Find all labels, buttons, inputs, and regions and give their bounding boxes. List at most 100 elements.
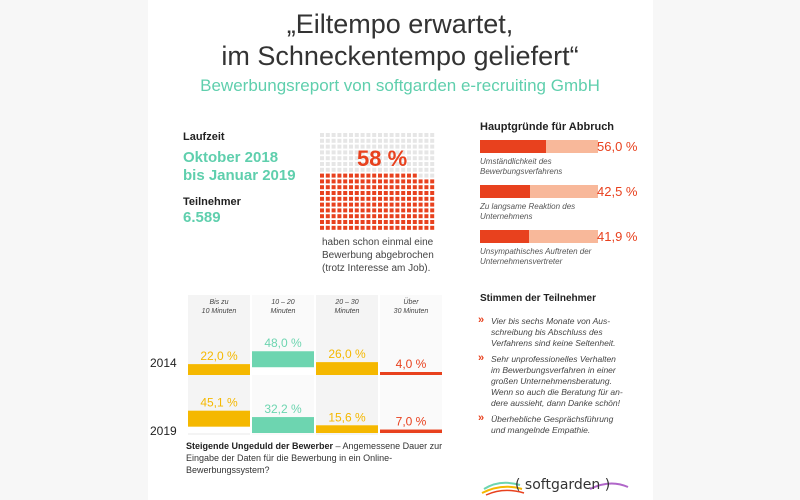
waffle-dot-abgebrochen bbox=[337, 225, 342, 230]
waffle-dot-abgebrochen bbox=[383, 196, 388, 201]
waffle-dot bbox=[349, 133, 353, 137]
waffle-dot-abgebrochen bbox=[401, 196, 406, 201]
waffle-dot bbox=[372, 162, 377, 166]
waffle-dot bbox=[343, 156, 348, 161]
duration-category-label: Über bbox=[403, 298, 419, 306]
waffle-dot-abgebrochen bbox=[372, 208, 377, 213]
softgarden-logo-text: ( softgarden ) bbox=[515, 477, 611, 493]
waffle-dot bbox=[401, 156, 406, 161]
waffle-dot-abgebrochen bbox=[430, 185, 435, 190]
quote-1-line: schreibung bis Abschluss des bbox=[491, 327, 603, 337]
waffle-dot bbox=[331, 167, 336, 172]
waffle-dot bbox=[320, 167, 324, 172]
duration-column-bg bbox=[380, 295, 442, 435]
waffle-dot bbox=[349, 144, 353, 149]
waffle-dot bbox=[360, 138, 365, 143]
waffle-dot bbox=[389, 162, 394, 166]
waffle-dot-abgebrochen bbox=[349, 225, 353, 230]
quote-2-line: dere aussieht, dann Danke schön! bbox=[491, 398, 621, 408]
waffle-dot bbox=[430, 133, 435, 137]
subtitle: Bewerbungsreport von softgarden e-recrui… bbox=[200, 76, 600, 95]
waffle-dot-abgebrochen bbox=[418, 202, 423, 207]
gruende-bar-fill-2 bbox=[480, 185, 531, 198]
duration-bar-label: 15,6 % bbox=[328, 410, 366, 424]
waffle-dot-abgebrochen bbox=[331, 202, 336, 207]
duration-category-label: Minuten bbox=[335, 308, 360, 315]
waffle-dot-abgebrochen bbox=[360, 173, 365, 178]
waffle-dot bbox=[360, 150, 365, 155]
waffle-dot bbox=[378, 133, 382, 137]
duration-category-label: Minuten bbox=[271, 308, 296, 315]
waffle-dot bbox=[320, 156, 324, 161]
waffle-dot-abgebrochen bbox=[366, 214, 371, 219]
waffle-dot bbox=[354, 133, 359, 137]
stimmen-title: Stimmen der Teilnehmer bbox=[480, 293, 596, 304]
waffle-dot bbox=[395, 138, 400, 143]
duration-bar bbox=[252, 351, 314, 368]
waffle-dot-abgebrochen bbox=[407, 214, 411, 219]
waffle-dot-abgebrochen bbox=[337, 208, 342, 213]
waffle-dot bbox=[354, 150, 359, 155]
waffle-dot-abgebrochen bbox=[372, 202, 377, 207]
waffle-dot-abgebrochen bbox=[343, 191, 348, 195]
waffle-dot-abgebrochen bbox=[383, 185, 388, 190]
waffle-dot-abgebrochen bbox=[383, 208, 388, 213]
waffle-dot bbox=[320, 150, 324, 155]
duration-bar bbox=[380, 429, 442, 433]
waffle-dot-abgebrochen bbox=[349, 208, 353, 213]
abbruch-caption-3: (trotz Interesse am Job). bbox=[322, 263, 431, 274]
quote-1-line: Verfahrens sind keine Seltenheit. bbox=[491, 338, 616, 348]
waffle-dot bbox=[383, 162, 388, 166]
waffle-dot bbox=[424, 150, 429, 155]
waffle-dot bbox=[401, 162, 406, 166]
waffle-dot bbox=[372, 167, 377, 172]
waffle-dot bbox=[383, 156, 388, 161]
waffle-dot-abgebrochen bbox=[395, 173, 400, 178]
waffle-dot bbox=[378, 156, 382, 161]
waffle-dot bbox=[424, 167, 429, 172]
duration-bar bbox=[316, 425, 378, 433]
waffle-dot bbox=[331, 144, 336, 149]
waffle-dot-abgebrochen bbox=[337, 220, 342, 224]
waffle-dot-abgebrochen bbox=[320, 202, 324, 207]
waffle-dot-abgebrochen bbox=[389, 220, 394, 224]
waffle-dot-abgebrochen bbox=[320, 179, 324, 184]
waffle-dot bbox=[378, 150, 382, 155]
waffle-dot-abgebrochen bbox=[366, 208, 371, 213]
waffle-dot bbox=[366, 133, 371, 137]
waffle-dot bbox=[412, 167, 417, 172]
waffle-dot-abgebrochen bbox=[331, 196, 336, 201]
waffle-dot bbox=[395, 144, 400, 149]
duration-bar bbox=[316, 362, 378, 375]
laufzeit-line-1: Oktober 2018 bbox=[183, 149, 279, 166]
waffle-dot-abgebrochen bbox=[424, 202, 429, 207]
waffle-dot-abgebrochen bbox=[389, 179, 394, 184]
waffle-dot bbox=[407, 138, 411, 143]
waffle-dot-abgebrochen bbox=[412, 179, 417, 184]
waffle-dot bbox=[395, 167, 400, 172]
gruende-text-2-b: Unternehmens bbox=[480, 212, 533, 221]
waffle-dot-abgebrochen bbox=[372, 173, 377, 178]
waffle-dot bbox=[430, 167, 435, 172]
waffle-dot bbox=[424, 156, 429, 161]
waffle-dot bbox=[407, 162, 411, 166]
waffle-dot-abgebrochen bbox=[320, 185, 324, 190]
waffle-dot bbox=[424, 162, 429, 166]
waffle-dot bbox=[372, 150, 377, 155]
gruende-value-3: 41,9 % bbox=[597, 229, 638, 244]
waffle-dot-abgebrochen bbox=[354, 214, 359, 219]
waffle-dot-abgebrochen bbox=[360, 220, 365, 224]
waffle-dot bbox=[383, 144, 388, 149]
waffle-dot-abgebrochen bbox=[389, 173, 394, 178]
waffle-dot-abgebrochen bbox=[320, 196, 324, 201]
waffle-dot-abgebrochen bbox=[366, 173, 371, 178]
waffle-dot-abgebrochen bbox=[389, 208, 394, 213]
title-line-2: im Schneckentempo geliefert“ bbox=[221, 41, 579, 71]
waffle-dot-abgebrochen bbox=[395, 214, 400, 219]
waffle-dot-abgebrochen bbox=[337, 196, 342, 201]
waffle-dot-abgebrochen bbox=[320, 173, 324, 178]
waffle-dot-abgebrochen bbox=[343, 173, 348, 178]
waffle-dot-abgebrochen bbox=[320, 191, 324, 195]
waffle-dot bbox=[354, 156, 359, 161]
gruende-text-3-b: Unternehmensvertreter bbox=[480, 257, 563, 266]
